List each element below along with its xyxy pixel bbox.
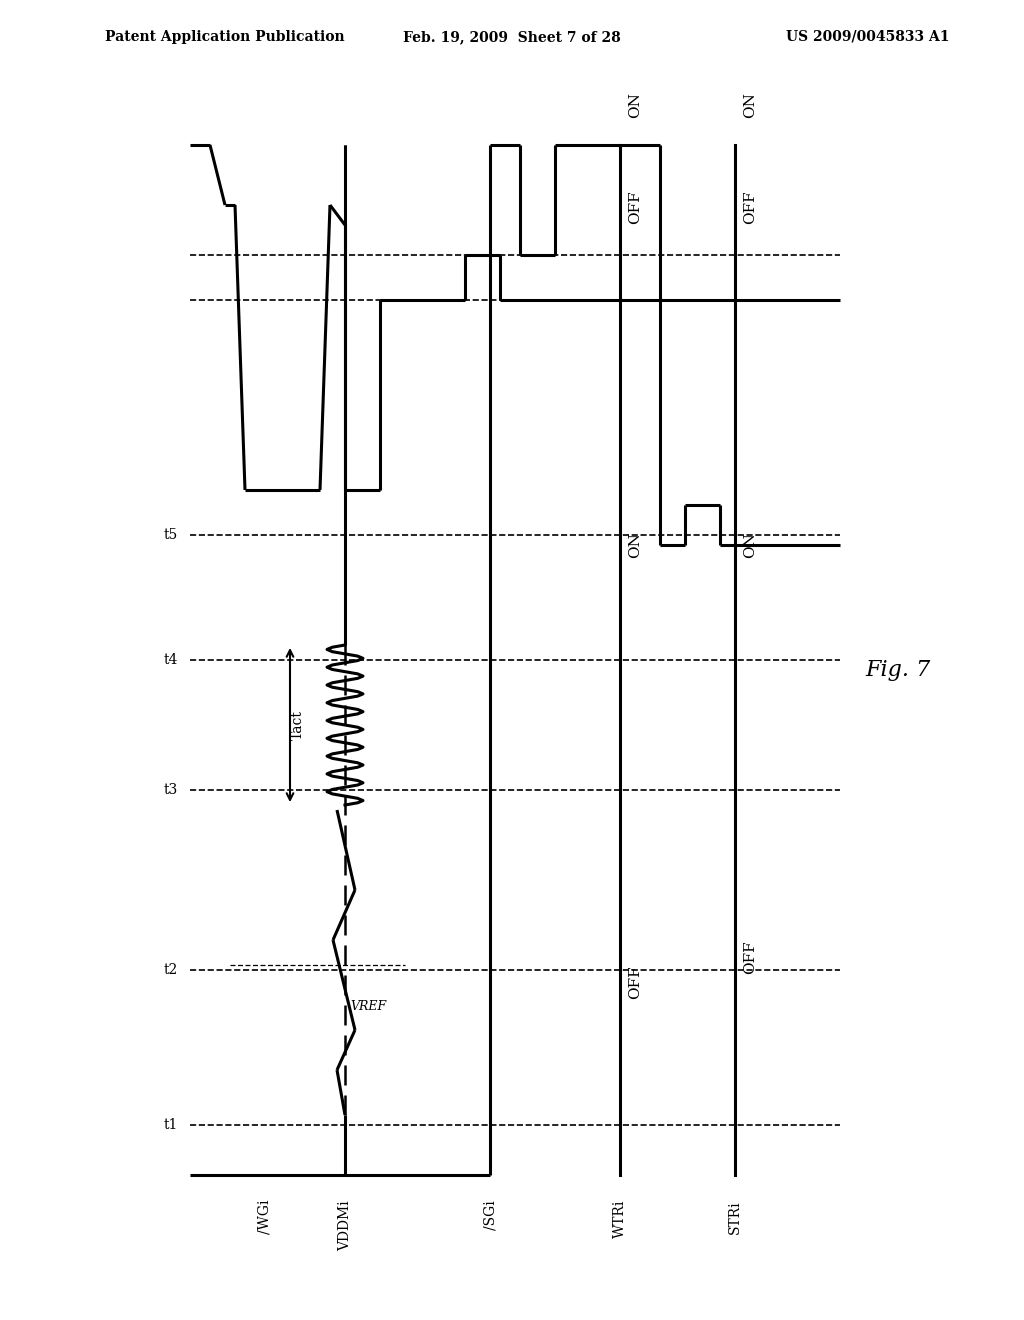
Text: Fig. 7: Fig. 7 — [865, 659, 930, 681]
Text: t5: t5 — [164, 528, 178, 543]
Text: /WGi: /WGi — [258, 1200, 272, 1234]
Text: OFF: OFF — [743, 941, 757, 974]
Text: ON: ON — [628, 92, 642, 117]
Text: OFF: OFF — [628, 966, 642, 999]
Text: t2: t2 — [164, 964, 178, 977]
Text: Patent Application Publication: Patent Application Publication — [105, 30, 345, 44]
Text: Tact: Tact — [291, 710, 305, 741]
Text: ON: ON — [743, 92, 757, 117]
Text: Feb. 19, 2009  Sheet 7 of 28: Feb. 19, 2009 Sheet 7 of 28 — [403, 30, 621, 44]
Text: OFF: OFF — [628, 190, 642, 224]
Text: WTRi: WTRi — [613, 1200, 627, 1238]
Text: US 2009/0045833 A1: US 2009/0045833 A1 — [786, 30, 950, 44]
Text: ON: ON — [743, 532, 757, 558]
Text: /SGi: /SGi — [483, 1200, 497, 1230]
Text: OFF: OFF — [743, 190, 757, 224]
Text: VREF: VREF — [350, 1001, 386, 1012]
Text: t4: t4 — [164, 653, 178, 667]
Text: ON: ON — [628, 532, 642, 558]
Text: VDDMi: VDDMi — [338, 1200, 352, 1250]
Text: t3: t3 — [164, 783, 178, 797]
Text: STRi: STRi — [728, 1200, 742, 1234]
Text: t1: t1 — [164, 1118, 178, 1133]
